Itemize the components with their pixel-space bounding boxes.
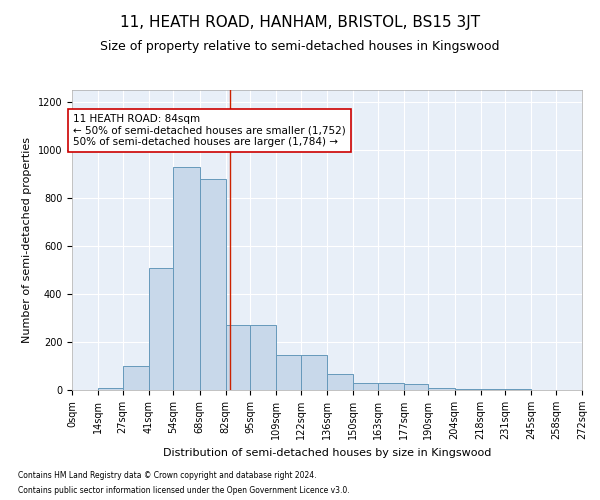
Bar xyxy=(404,384,428,390)
Text: Contains HM Land Registry data © Crown copyright and database right 2024.: Contains HM Land Registry data © Crown c… xyxy=(18,471,317,480)
Bar xyxy=(481,389,505,390)
Bar xyxy=(377,383,404,390)
Bar xyxy=(226,325,250,390)
Bar xyxy=(98,388,122,390)
Text: 11, HEATH ROAD, HANHAM, BRISTOL, BS15 3JT: 11, HEATH ROAD, HANHAM, BRISTOL, BS15 3J… xyxy=(120,15,480,30)
Bar xyxy=(122,366,149,390)
Y-axis label: Number of semi-detached properties: Number of semi-detached properties xyxy=(22,137,32,343)
Bar xyxy=(250,325,277,390)
Bar xyxy=(428,388,455,390)
Text: Contains public sector information licensed under the Open Government Licence v3: Contains public sector information licen… xyxy=(18,486,350,495)
Text: 11 HEATH ROAD: 84sqm
← 50% of semi-detached houses are smaller (1,752)
50% of se: 11 HEATH ROAD: 84sqm ← 50% of semi-detac… xyxy=(73,114,346,147)
Bar xyxy=(277,355,301,390)
Bar xyxy=(173,167,199,390)
X-axis label: Distribution of semi-detached houses by size in Kingswood: Distribution of semi-detached houses by … xyxy=(163,448,491,458)
Bar xyxy=(327,374,353,390)
Bar xyxy=(149,268,173,390)
Bar xyxy=(199,179,226,390)
Bar xyxy=(353,383,377,390)
Bar xyxy=(301,355,327,390)
Bar xyxy=(455,389,481,390)
Text: Size of property relative to semi-detached houses in Kingswood: Size of property relative to semi-detach… xyxy=(100,40,500,53)
